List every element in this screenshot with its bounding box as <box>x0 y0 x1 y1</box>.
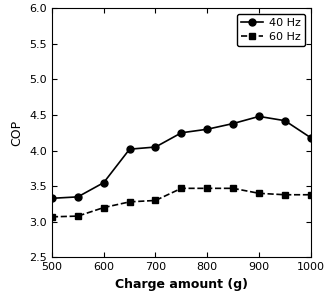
Y-axis label: COP: COP <box>11 120 24 146</box>
40 Hz <box>102 181 106 184</box>
40 Hz <box>128 148 132 151</box>
60 Hz <box>309 193 313 196</box>
Legend: 40 Hz, 60 Hz: 40 Hz, 60 Hz <box>237 14 305 46</box>
60 Hz <box>283 193 287 196</box>
60 Hz <box>154 199 158 202</box>
40 Hz <box>205 127 209 131</box>
40 Hz <box>50 196 54 200</box>
60 Hz <box>179 186 183 190</box>
60 Hz <box>50 215 54 219</box>
40 Hz <box>309 136 313 140</box>
X-axis label: Charge amount (g): Charge amount (g) <box>115 278 248 291</box>
60 Hz <box>231 186 235 190</box>
60 Hz <box>128 200 132 204</box>
40 Hz <box>283 119 287 122</box>
60 Hz <box>205 186 209 190</box>
40 Hz <box>231 122 235 125</box>
40 Hz <box>76 195 80 199</box>
Line: 40 Hz: 40 Hz <box>48 113 314 202</box>
40 Hz <box>257 115 261 118</box>
40 Hz <box>154 145 158 149</box>
Line: 60 Hz: 60 Hz <box>48 185 314 220</box>
60 Hz <box>257 191 261 195</box>
40 Hz <box>179 131 183 135</box>
60 Hz <box>76 214 80 218</box>
60 Hz <box>102 206 106 209</box>
